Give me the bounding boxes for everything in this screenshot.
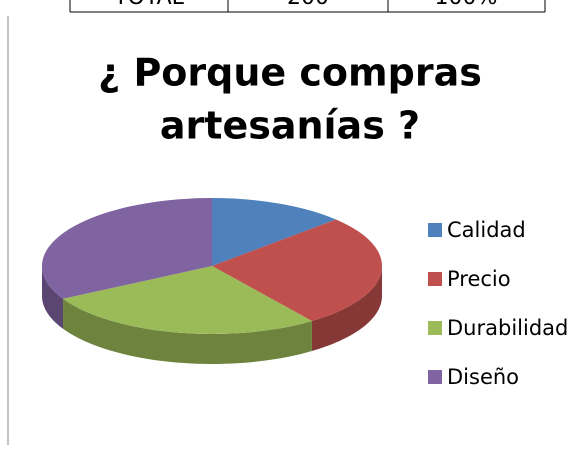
- chart-title: artesanías ?: [160, 104, 420, 148]
- pie-side: [63, 298, 312, 364]
- pie-slice: [212, 219, 383, 322]
- legend-label: Diseño: [447, 365, 519, 389]
- legend-label: Calidad: [447, 218, 526, 242]
- pie-side: [311, 266, 382, 352]
- legend-swatch: [428, 223, 442, 237]
- chart: ¿ Porque compras artesanías ? Calidad Preci…: [41, 51, 568, 389]
- legend-label: Durabilidad: [447, 316, 568, 340]
- legend-swatch: [428, 370, 442, 384]
- table-fragment: [69, 0, 546, 13]
- pie-side: [42, 266, 64, 329]
- pie-slice: [63, 266, 312, 335]
- table-cell: 200: [287, 0, 329, 10]
- pie-slice: [212, 198, 336, 266]
- legend-label: Precio: [447, 267, 511, 291]
- legend-swatch: [428, 321, 442, 335]
- legend-swatch: [428, 272, 442, 286]
- table-cell: 100%: [435, 0, 498, 10]
- pie-slice: [41, 198, 213, 299]
- chart-title: ¿ Porque compras: [98, 51, 482, 95]
- table-cell: TOTAL: [113, 0, 185, 10]
